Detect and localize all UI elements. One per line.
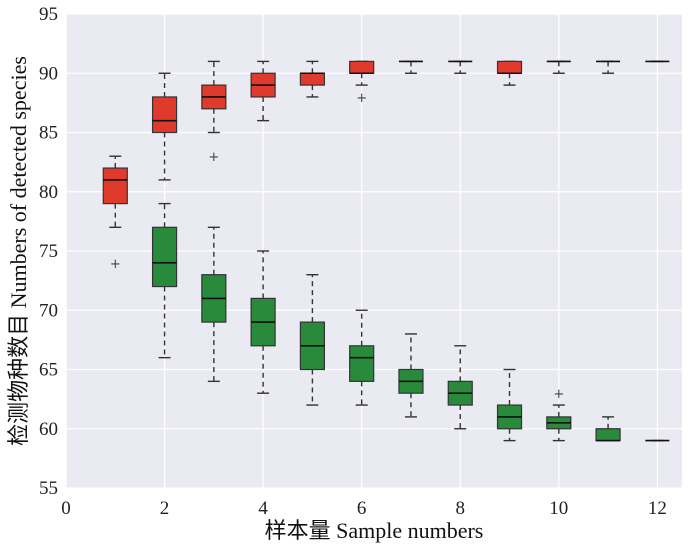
outlier-point: + [356,91,367,106]
box-body [151,96,178,134]
box-body [151,226,178,288]
box-x10: + [546,387,572,442]
outlier-point: + [110,257,121,272]
box-x5 [299,60,325,98]
x-tick-label: 6 [357,498,367,519]
y-axis-title: 检测物种数目 Numbers of detected species [6,56,31,446]
box-x7 [398,333,424,418]
x-tick-label: 12 [648,498,667,519]
y-tick-label: 60 [39,419,58,440]
box-x1: + [102,155,128,272]
box-x5 [299,274,325,406]
box-body [349,345,375,382]
box-x2 [151,72,178,181]
y-axis-ticks: 55 60 65 70 75 80 85 90 95 [39,4,58,499]
x-tick-label: 10 [549,498,568,519]
y-tick-label: 85 [39,123,58,144]
box-x10 [546,60,571,74]
box-x3: + [201,60,227,165]
y-tick-label: 55 [39,478,58,499]
box-x8 [447,345,473,430]
y-tick-label: 95 [39,4,58,25]
outlier-point: + [208,150,219,165]
y-tick-label: 80 [39,182,58,203]
box-x2 [151,202,178,359]
box-x11 [595,416,621,442]
x-axis-ticks: 0 2 4 6 8 10 12 [61,498,667,519]
box-body [349,60,375,74]
series-2: + [151,202,670,442]
y-tick-label: 75 [39,241,58,262]
box-x9 [496,60,523,86]
box-body [102,167,128,205]
y-tick-label: 90 [39,63,58,84]
box-body [595,428,621,442]
series-layer: + + + + [102,60,670,442]
series-1: + + + [102,60,670,272]
box-x4 [250,250,276,394]
box-x8 [448,60,473,74]
x-axis-title: 样本量 Sample numbers [265,518,484,543]
y-tick-label: 65 [39,360,58,381]
box-x6 [349,309,375,406]
box-x9 [496,368,523,442]
x-tick-label: 2 [160,498,170,519]
box-x3 [201,226,227,383]
outlier-point: + [553,387,564,402]
box-body [299,72,325,86]
box-x4 [250,60,276,122]
x-tick-label: 0 [61,498,71,519]
box-x7 [398,60,423,74]
box-x6: + [349,60,375,106]
x-tick-label: 4 [258,498,268,519]
box-x11 [596,60,621,74]
x-tick-label: 8 [455,498,465,519]
y-tick-label: 70 [39,300,58,321]
box-body [496,60,523,74]
